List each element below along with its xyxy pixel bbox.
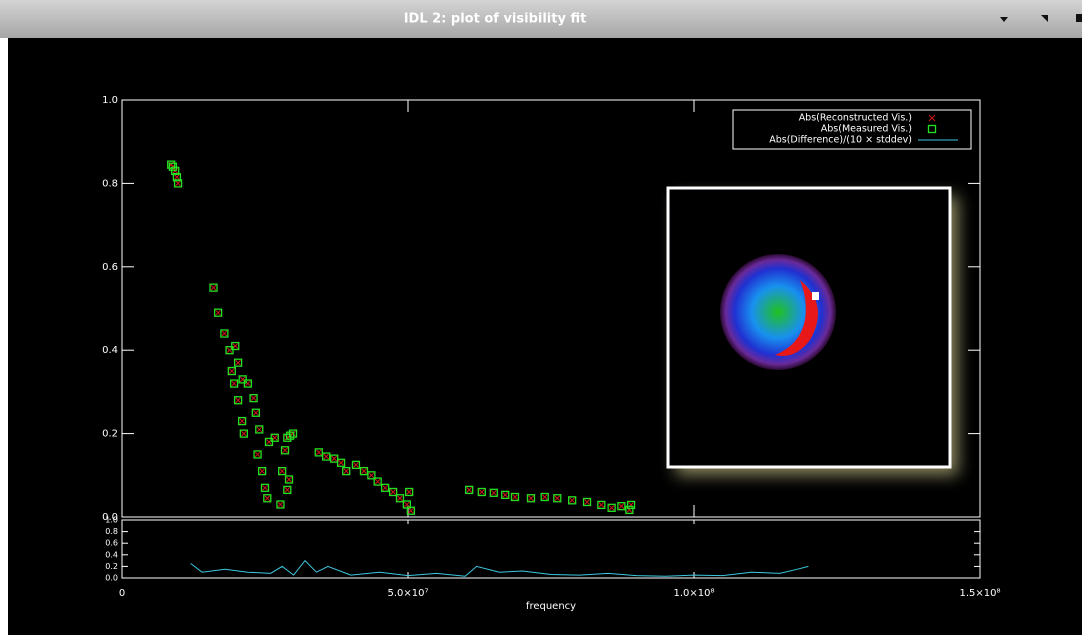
window-title: IDL 2: plot of visibility fit bbox=[404, 12, 587, 27]
page: IDL 2: plot of visibility fit 0.0 0.2 0.4 0… bbox=[0, 0, 1082, 641]
x-tick-label: 5.0×10⁷ bbox=[387, 588, 428, 599]
x-axis-label: frequency bbox=[526, 601, 576, 612]
y-tick-label: 0.8 bbox=[105, 527, 118, 536]
y-tick-label: 0.6 bbox=[102, 262, 118, 273]
y-tick-label: 0.8 bbox=[102, 178, 118, 189]
source-blob bbox=[720, 254, 836, 370]
y-tick-label: 1.0 bbox=[105, 516, 118, 525]
x-tick-label: 1.5×10⁸ bbox=[959, 588, 1000, 599]
x-tick-label: 0 bbox=[119, 588, 125, 599]
y-tick-label: 0.4 bbox=[102, 345, 118, 356]
legend-label: Abs(Difference)/(10 × stddev) bbox=[769, 135, 912, 146]
y-tick-label: 0.4 bbox=[105, 550, 118, 559]
y-tick-label: 1.0 bbox=[102, 95, 118, 106]
y-tick-label: 0.2 bbox=[102, 429, 118, 440]
legend-label: Abs(Reconstructed Vis.) bbox=[799, 113, 912, 124]
y-tick-label: 0.2 bbox=[105, 562, 118, 571]
window: IDL 2: plot of visibility fit 0.0 0.2 0.4 0… bbox=[0, 0, 1082, 641]
source-peak bbox=[812, 292, 819, 300]
y-tick-label: 0.0 bbox=[105, 574, 118, 583]
close-button[interactable] bbox=[1076, 14, 1082, 22]
y-tick-label: 0.6 bbox=[105, 539, 118, 548]
x-tick-label: 1.0×10⁸ bbox=[673, 588, 714, 599]
legend-label: Abs(Measured Vis.) bbox=[821, 124, 912, 135]
